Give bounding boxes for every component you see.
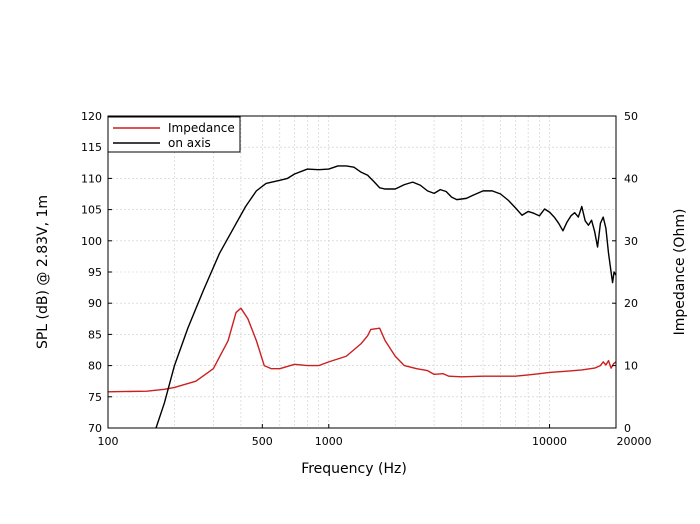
- y-left-tick-label: 105: [81, 204, 102, 217]
- right-axis-ticks: 0 10 20 30 40 50: [612, 110, 638, 435]
- y-left-tick-label: 95: [88, 266, 102, 279]
- x-tick-label: 100: [98, 435, 119, 448]
- x-tick-label: 500: [252, 435, 273, 448]
- legend: Impedance on axis: [107, 116, 241, 153]
- y-left-tick-label: 75: [88, 391, 102, 404]
- y-left-tick-label: 100: [81, 235, 102, 248]
- y-left-tick-label: 70: [88, 422, 102, 435]
- x-tick-label: 20000: [617, 435, 652, 448]
- legend-label-impedance: Impedance: [168, 121, 235, 135]
- y-left-tick-label: 80: [88, 360, 102, 373]
- y-left-tick-label: 90: [88, 297, 102, 310]
- y-right-tick-label: 10: [624, 360, 638, 373]
- series-line-impedance: [107, 307, 617, 393]
- left-axis-ticks: 70 75 80 85 90 95 100 105 110 115 120: [81, 110, 112, 435]
- y-right-tick-label: 20: [624, 297, 638, 310]
- y-right-tick-label: 0: [624, 422, 631, 435]
- y-left-tick-label: 85: [88, 328, 102, 341]
- x-axis-label: Frequency (Hz): [301, 461, 407, 477]
- x-tick-label: 1000: [315, 435, 343, 448]
- grid: [108, 115, 616, 429]
- y-axis-right-label: Impedance (Ohm): [672, 209, 688, 336]
- y-right-tick-label: 30: [624, 235, 638, 248]
- series-line-on-axis: [155, 165, 617, 429]
- y-axis-left-label: SPL (dB) @ 2.83V, 1m: [35, 195, 51, 349]
- y-left-tick-label: 115: [81, 141, 102, 154]
- legend-label-on-axis: on axis: [168, 136, 211, 150]
- y-left-tick-label: 110: [81, 172, 102, 185]
- y-right-tick-label: 50: [624, 110, 638, 123]
- y-left-tick-label: 120: [81, 110, 102, 123]
- y-right-tick-label: 40: [624, 172, 638, 185]
- legend-box: [107, 116, 241, 153]
- x-axis-ticks: 100 500 1000 10000 20000: [98, 424, 652, 448]
- x-tick-label: 10000: [532, 435, 567, 448]
- series-layer: [107, 165, 617, 429]
